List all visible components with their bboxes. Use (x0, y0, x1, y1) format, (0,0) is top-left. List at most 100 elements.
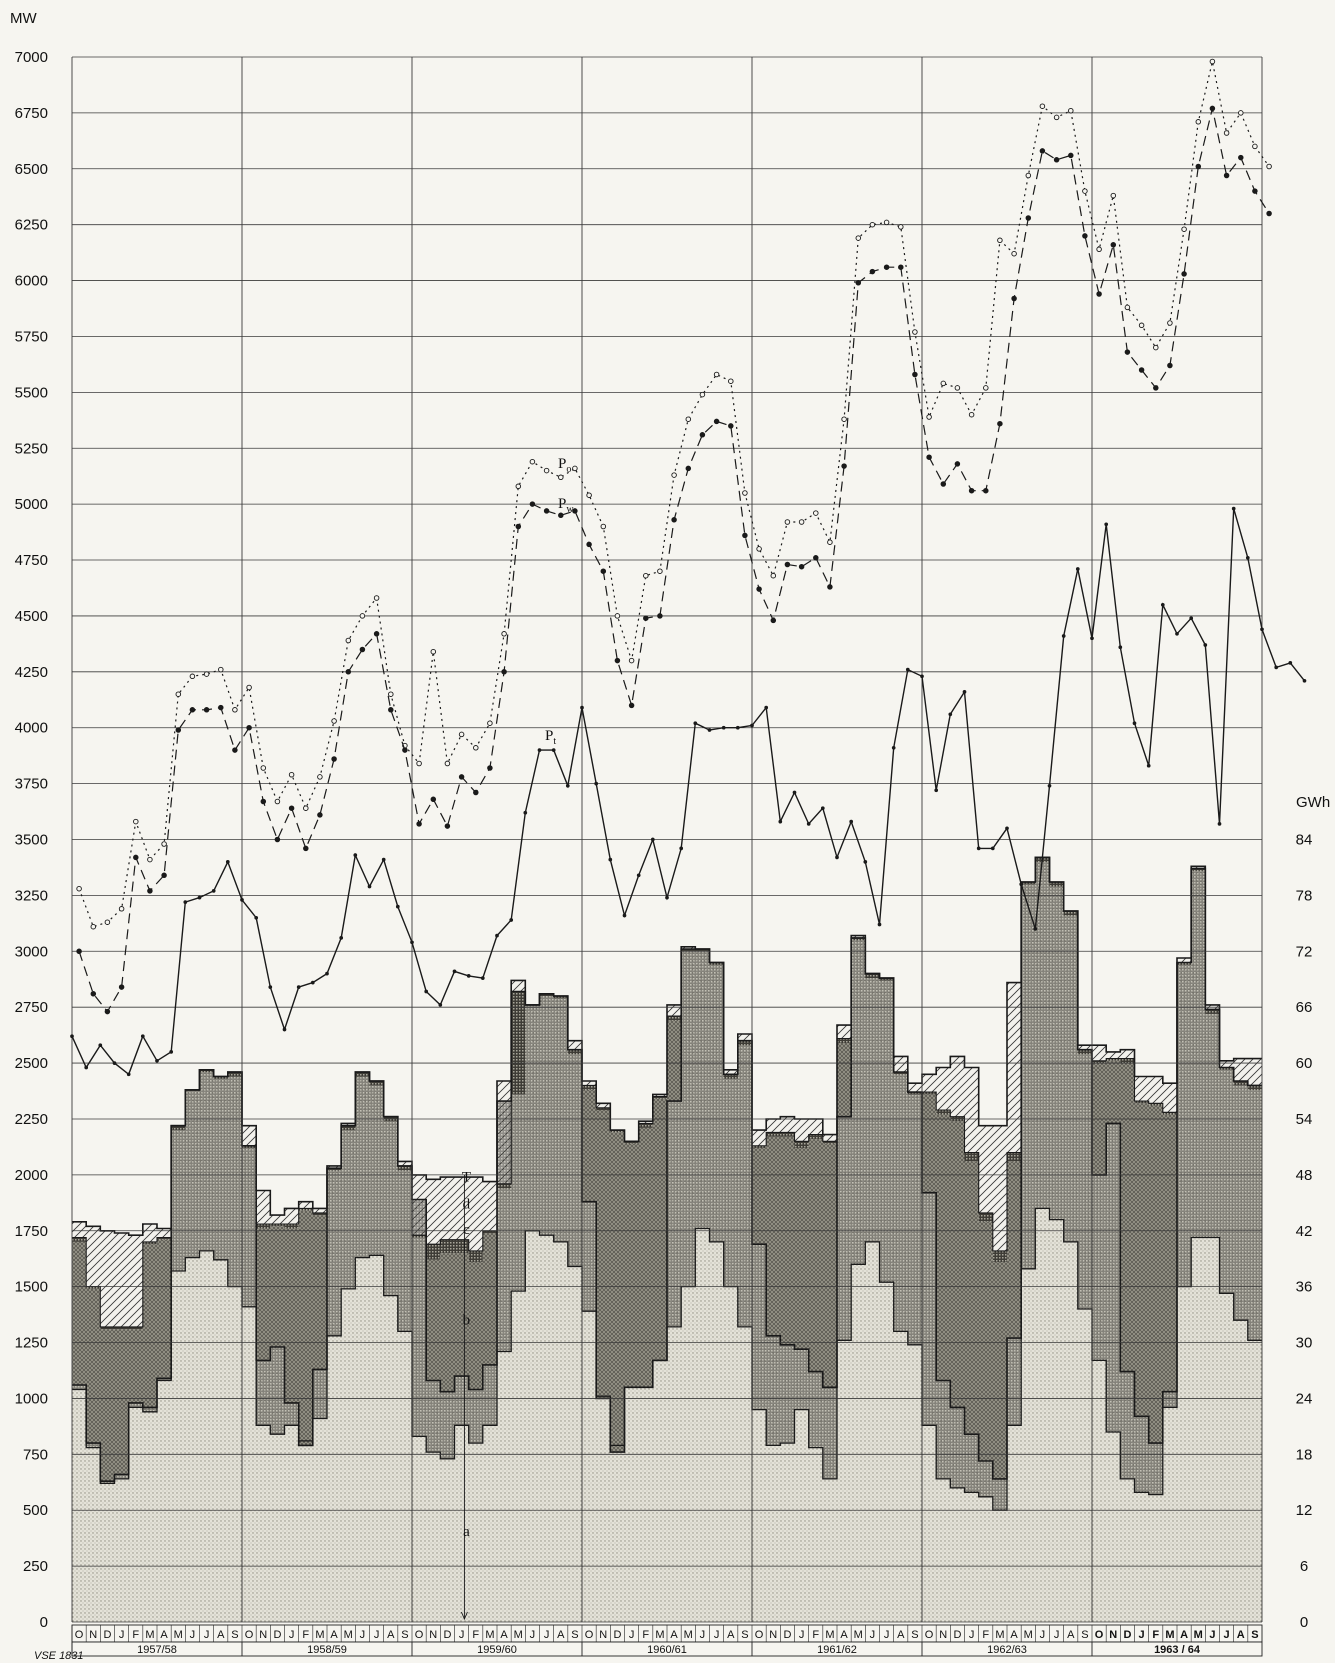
series-point-Pw (614, 657, 621, 664)
series-point-Pt (282, 1027, 287, 1032)
series-point-Pt (84, 1065, 89, 1070)
month-label: J (190, 1629, 196, 1641)
month-label: J (714, 1629, 720, 1641)
month-label: F (812, 1629, 819, 1641)
series-point-Pt (877, 922, 882, 927)
series-point-Pt (1132, 721, 1137, 726)
month-label: S (401, 1629, 408, 1641)
series-point-Po (628, 657, 635, 664)
month-label: J (1054, 1629, 1060, 1641)
month-label: J (544, 1629, 550, 1641)
series-point-Pt (1288, 661, 1293, 665)
series-point-Pw (586, 541, 592, 548)
series-point-Po (558, 474, 564, 481)
series-point-Po (1082, 188, 1088, 194)
area-baseline-outline (72, 1207, 1262, 1511)
series-point-Pt (750, 723, 754, 728)
month-label: O (75, 1629, 84, 1641)
y-tick-left: 250 (23, 1558, 48, 1575)
series-point-Pt (920, 674, 924, 679)
series-point-Pw (798, 563, 805, 570)
series-point-Pw (246, 724, 252, 731)
month-label: J (969, 1629, 975, 1641)
y-tick-right: 6 (1300, 1558, 1308, 1575)
y-tick-left: 1250 (15, 1335, 48, 1352)
series-point-Pt (537, 748, 542, 752)
month-label: D (783, 1629, 791, 1641)
series-point-Pt (310, 980, 315, 985)
series-point-Pw (416, 821, 422, 827)
series-point-Pw (161, 872, 167, 879)
y-tick-right: 84 (1296, 832, 1313, 849)
series-point-Pw (444, 823, 451, 829)
series-point-Pw (1209, 105, 1216, 112)
month-label: M (1165, 1629, 1174, 1641)
series-point-Po (1053, 114, 1060, 121)
series-point-Pw (912, 371, 918, 378)
series-point-Po (883, 219, 890, 226)
series-point-Pt (339, 936, 344, 940)
month-label: D (1123, 1629, 1131, 1641)
month-label: M (854, 1629, 863, 1641)
series-point-Po (798, 519, 805, 525)
series-point-Po (104, 919, 111, 925)
series-point-Pt (452, 969, 457, 974)
series-point-Pw (373, 631, 380, 637)
series-point-Pt (140, 1034, 145, 1039)
series-point-Pw (827, 584, 833, 590)
series-point-Pw (260, 798, 267, 805)
month-label: J (799, 1629, 805, 1641)
y-tick-left: 6500 (15, 161, 48, 178)
series-point-Pw (515, 523, 522, 530)
series-point-Pw (855, 280, 862, 286)
series-point-Po (855, 235, 862, 241)
series-point-Pw (1252, 188, 1258, 194)
series-point-Pt (1245, 555, 1250, 560)
series-point-Po (189, 673, 196, 680)
series-point-Po (728, 378, 734, 384)
series-point-Pw (543, 508, 550, 514)
series-point-Po (586, 492, 592, 498)
series-point-Pt (197, 895, 202, 900)
series-point-Po (1025, 172, 1032, 179)
series-point-Pt (1047, 783, 1052, 788)
y-tick-left: 750 (23, 1446, 48, 1463)
series-point-Pt (594, 781, 599, 786)
series-point-Pw (983, 487, 989, 494)
month-label: S (231, 1629, 238, 1641)
series-point-Pt (112, 1061, 117, 1065)
y-unit-left: MW (10, 10, 37, 27)
series-point-Pw (728, 423, 734, 429)
series-point-Pw (317, 812, 323, 818)
month-label: A (897, 1629, 905, 1641)
series-point-Pt (863, 860, 868, 864)
series-point-Po (529, 458, 536, 465)
series-point-Pt (325, 971, 329, 976)
series-point-Pw (203, 707, 210, 713)
month-label: J (530, 1629, 536, 1641)
series-point-Pt (622, 913, 627, 918)
series-point-Po (317, 774, 323, 780)
series-point-Po (246, 684, 252, 691)
y-tick-right: 24 (1296, 1390, 1313, 1407)
month-label: D (613, 1629, 621, 1641)
month-label: A (727, 1629, 735, 1641)
year-label: 1961/62 (817, 1644, 857, 1656)
series-point-Po (1195, 119, 1202, 125)
y-tick-left: 2500 (15, 1055, 48, 1072)
series-point-Pt (523, 810, 528, 815)
month-label: S (741, 1629, 748, 1641)
series-point-Po (1266, 163, 1272, 170)
series-point-Po (1209, 58, 1216, 65)
series-point-Pt (70, 1034, 74, 1039)
month-label: A (1067, 1629, 1075, 1641)
series-point-Pw (883, 264, 890, 270)
month-label: A (387, 1629, 395, 1641)
series-point-Pw (1011, 295, 1017, 302)
series-label-sub: w (566, 504, 574, 515)
series-point-Pw (303, 845, 309, 852)
series-point-Po (742, 490, 748, 496)
y-tick-left: 4250 (15, 664, 48, 681)
series-point-Pw (926, 454, 932, 460)
series-point-Po (940, 380, 947, 387)
